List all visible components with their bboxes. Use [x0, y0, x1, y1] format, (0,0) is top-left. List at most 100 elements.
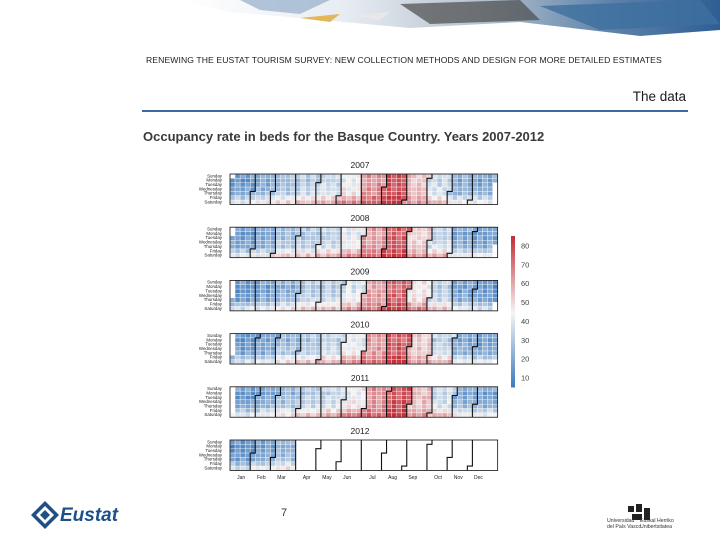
day-cell: [250, 350, 256, 356]
day-cell: [260, 333, 266, 339]
legend-swatch: [511, 286, 515, 290]
day-cell: [391, 412, 397, 418]
day-cell: [356, 346, 362, 352]
day-cell: [280, 355, 286, 360]
day-cell: [244, 182, 251, 188]
day-cell: [229, 457, 236, 462]
day-cell: [416, 439, 423, 445]
day-cell: [406, 465, 412, 471]
weekday-label: Saturday: [204, 253, 222, 258]
day-cell: [310, 399, 317, 405]
day-cell: [361, 386, 367, 392]
weekday-label: Sunday: [207, 386, 223, 391]
day-cell: [229, 461, 236, 467]
day-cell: [467, 337, 473, 343]
day-cell: [396, 301, 402, 307]
eustat-logo-icon: [31, 501, 59, 529]
day-cell: [265, 235, 271, 241]
day-cell: [462, 293, 468, 298]
day-cell: [441, 355, 448, 360]
day-cell: [275, 457, 281, 462]
legend-swatch: [511, 253, 515, 257]
day-cell: [366, 342, 372, 347]
day-cell: [457, 386, 463, 392]
day-cell: [452, 248, 458, 254]
day-cell: [401, 195, 407, 201]
day-cell: [335, 444, 342, 449]
day-cell: [462, 235, 468, 241]
day-cell: [260, 297, 266, 303]
month-label: Jun: [343, 475, 351, 481]
day-cell: [320, 178, 327, 183]
day-cell: [234, 386, 241, 392]
day-cell: [260, 350, 266, 356]
day-cell: [376, 355, 382, 360]
day-cell: [446, 253, 453, 258]
day-cell: [280, 333, 286, 339]
day-cell: [270, 231, 276, 237]
day-cell: [401, 293, 407, 298]
day-cell: [386, 359, 392, 365]
day-cell: [285, 386, 291, 392]
day-cell: [426, 337, 433, 343]
day-cell: [229, 178, 236, 183]
day-cell: [305, 178, 311, 183]
day-cell: [255, 186, 261, 192]
day-cell: [244, 227, 251, 232]
day-cell: [462, 461, 468, 467]
day-cell: [345, 195, 352, 201]
day-cell: [452, 359, 458, 365]
day-cell: [305, 297, 311, 303]
day-cell: [396, 448, 402, 454]
day-cell: [275, 244, 281, 250]
day-cell: [340, 173, 347, 179]
day-cell: [411, 408, 418, 414]
day-cell: [320, 386, 327, 392]
month-boundaries: [254, 333, 478, 365]
day-cell: [295, 253, 301, 258]
day-cell: [441, 240, 448, 245]
day-cell: [416, 235, 423, 241]
day-cell: [310, 465, 317, 471]
day-cell: [255, 408, 261, 414]
day-cell: [376, 306, 382, 312]
day-cell: [330, 404, 337, 409]
day-cell: [386, 199, 392, 205]
day-cell: [391, 457, 397, 462]
day-cell: [457, 444, 463, 449]
legend-swatch: [511, 273, 515, 277]
day-cell: [401, 297, 407, 303]
day-cell: [462, 457, 468, 462]
day-cell: [295, 284, 301, 290]
day-cell: [260, 461, 266, 467]
day-cell: [467, 342, 473, 347]
day-cell: [386, 191, 392, 196]
day-cell: [431, 439, 438, 445]
day-cell: [411, 439, 418, 445]
day-cell: [411, 244, 418, 250]
day-cell: [250, 412, 256, 418]
day-cell: [482, 350, 488, 356]
day-cell: [477, 346, 483, 352]
day-cell: [351, 404, 357, 409]
day-cell: [366, 355, 372, 360]
day-cell: [396, 439, 402, 445]
year-outline: [229, 386, 499, 418]
day-cell: [265, 173, 271, 179]
day-cell: [325, 288, 332, 294]
day-cell: [452, 227, 458, 232]
day-cell: [396, 444, 402, 449]
day-cell: [487, 235, 493, 241]
day-cell: [467, 301, 473, 307]
day-cell: [315, 173, 322, 179]
weekday-label: Wednesday: [199, 452, 223, 457]
day-cell: [335, 465, 342, 471]
day-cell: [467, 390, 473, 396]
day-cell: [229, 297, 236, 303]
day-cell: [285, 457, 291, 462]
day-cell: [255, 235, 261, 241]
day-cell: [416, 195, 423, 201]
day-cell: [472, 465, 478, 471]
legend-swatch: [511, 381, 515, 385]
day-cell: [260, 359, 266, 365]
